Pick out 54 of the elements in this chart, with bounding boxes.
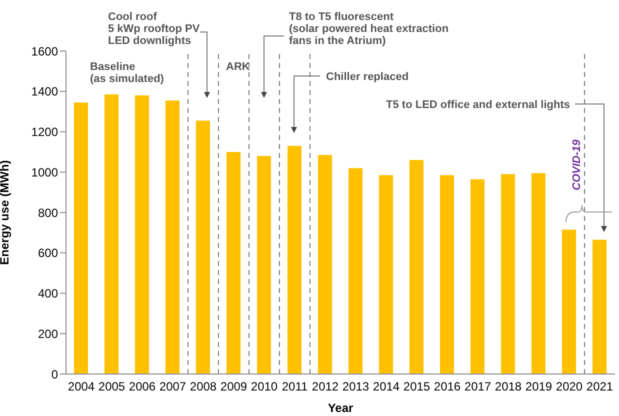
- x-tick-label: 2021: [586, 380, 614, 394]
- bar: [470, 179, 484, 374]
- y-tick-label: 600: [38, 246, 58, 260]
- bar: [532, 173, 546, 374]
- bar: [440, 175, 454, 374]
- bar: [288, 146, 302, 374]
- y-tick-label: 0: [51, 367, 58, 382]
- x-tick-label: 2004: [68, 380, 95, 394]
- x-tick-label: 2015: [403, 380, 430, 394]
- bar: [104, 94, 118, 374]
- x-tick-label: 2013: [342, 380, 370, 394]
- x-tick-label: 2017: [464, 380, 492, 394]
- annotation: COVID-19: [571, 138, 583, 190]
- x-tick-label: 2016: [434, 380, 461, 394]
- x-tick-label: 2010: [250, 380, 278, 394]
- annotation: T5 to LED office and external lights: [386, 99, 570, 111]
- annotation: Baseline (as simulated): [90, 61, 164, 85]
- bar: [318, 154, 332, 374]
- x-tick-label: 2009: [220, 380, 248, 394]
- bar: [166, 100, 180, 374]
- x-tick-label: 2018: [494, 380, 522, 394]
- bar: [592, 240, 606, 374]
- bar: [257, 156, 271, 374]
- x-tick-label: 2011: [282, 380, 308, 394]
- annotation: ARK: [226, 61, 250, 73]
- x-tick-label: 2019: [525, 380, 552, 394]
- x-tick-label: 2006: [128, 380, 156, 394]
- bar: [562, 230, 576, 374]
- bar: [410, 160, 424, 374]
- y-axis-title: Energy use (MWh): [0, 160, 12, 265]
- y-tick-label: 800: [38, 206, 58, 220]
- x-tick-label: 2008: [190, 380, 217, 394]
- bar: [135, 95, 149, 374]
- x-tick-label: 2020: [556, 380, 583, 394]
- text: Cool roof 5 kWp rooftop PV LED downlights: [108, 11, 200, 47]
- y-tick-label: 1600: [31, 44, 58, 58]
- x-tick-label: 2012: [312, 380, 339, 394]
- x-tick-label: 2005: [98, 380, 126, 394]
- bar: [74, 102, 88, 374]
- y-tick-label: 1200: [31, 125, 58, 140]
- annotation: Chiller replaced: [326, 71, 409, 83]
- bar: [379, 175, 393, 374]
- bar: [348, 168, 362, 374]
- bar: [226, 152, 240, 374]
- x-tick-label: 2007: [159, 380, 186, 394]
- bar: [501, 174, 515, 374]
- bar: [196, 120, 210, 374]
- x-tick-label: 2014: [372, 380, 400, 394]
- x-axis-title: Year: [328, 401, 354, 415]
- y-tick-label: 1400: [31, 84, 58, 99]
- y-tick-label: 400: [38, 286, 58, 301]
- text: T8 to T5 fluorescent (solar powered heat extraction fans in the Atrium): [289, 11, 449, 47]
- y-tick-label: 200: [38, 326, 58, 341]
- y-tick-label: 1000: [31, 165, 58, 180]
